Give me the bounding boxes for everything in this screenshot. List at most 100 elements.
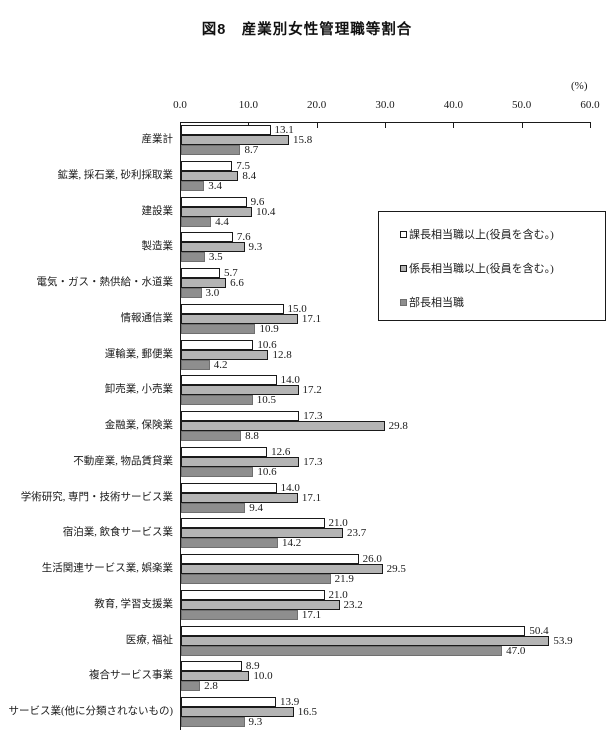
category-label: 産業計 xyxy=(141,134,174,145)
bar-value-label: 17.1 xyxy=(301,491,322,504)
category-label: サービス業(他に分類されないもの) xyxy=(8,706,174,718)
bar-value-label: 17.2 xyxy=(302,384,322,397)
x-tick-label: 40.0 xyxy=(443,99,463,111)
x-tick-label: 60.0 xyxy=(580,99,600,111)
bar-value-label: 10.6 xyxy=(257,465,277,478)
bar-value-label: 14.2 xyxy=(282,537,302,550)
bar-kakarichou: 23.7 xyxy=(181,528,366,539)
bar-kakarichou: 23.2 xyxy=(181,599,363,610)
legend-box: 課長相当職以上(役員を含む。) 係長相当職以上(役員を含む。) 部長相当職 xyxy=(378,211,606,321)
x-tick-mark xyxy=(521,123,523,128)
bar-value-label: 47.0 xyxy=(506,644,526,657)
percent-unit-label: (%) xyxy=(571,80,588,92)
category-label: 医療, 福祉 xyxy=(125,634,173,646)
bar-value-label: 5.7 xyxy=(223,267,238,280)
category-label: 学術研究, 専門・技術サービス業 xyxy=(20,491,173,503)
x-tick-mark xyxy=(453,123,455,128)
bar-group: 7.5 8.4 3.4 xyxy=(181,158,614,197)
bar-value-label: 9.4 xyxy=(249,501,263,514)
bar-group: 9.6 10.4 4.4 xyxy=(181,194,614,233)
category-label: 情報通信業 xyxy=(120,312,174,324)
bar-value-label: 8.7 xyxy=(244,144,259,156)
bar-kachou: 5.7 xyxy=(181,268,238,279)
bar-value-label: 15.8 xyxy=(292,134,313,146)
x-tick-label: 20.0 xyxy=(307,99,327,111)
bar-kachou: 9.6 xyxy=(181,196,264,207)
bar-value-label: 10.4 xyxy=(256,205,276,218)
bar-value-label: 4.4 xyxy=(215,215,229,228)
category-label: 製造業 xyxy=(141,241,174,253)
bar-value-label: 50.4 xyxy=(529,624,549,637)
bar-buchou: 10.5 xyxy=(181,395,276,406)
bar-value-label: 10.5 xyxy=(256,394,276,407)
bar-value-label: 21.9 xyxy=(334,573,354,586)
bar-value-label: 15.0 xyxy=(287,302,307,315)
x-axis-tick-labels: 0.0 10.0 20.0 30.0 40.0 50.0 60.0 xyxy=(173,99,600,113)
x-tick-mark xyxy=(590,123,591,128)
legend-swatch-kakarichou xyxy=(400,264,407,272)
bar-kachou: 14.0 xyxy=(181,482,300,493)
bar-kachou: 10.6 xyxy=(181,339,277,350)
bar-value-label: 10.0 xyxy=(253,670,273,683)
bar-buchou: 10.6 xyxy=(181,466,277,477)
bar-group: 7.6 9.3 3.5 xyxy=(181,229,614,268)
bar-value-label: 7.6 xyxy=(236,231,251,244)
bar-value-label: 3.5 xyxy=(208,251,223,264)
bar-value-label: 9.3 xyxy=(248,716,263,729)
category-label: 運輸業, 郵便業 xyxy=(104,348,173,360)
bar-value-label: 17.3 xyxy=(303,410,323,423)
x-tick-label: 0.0 xyxy=(173,99,187,111)
legend-swatch-buchou xyxy=(400,298,407,306)
bar-kakarichou: 17.3 xyxy=(181,456,322,467)
bar-value-label: 12.8 xyxy=(272,348,292,361)
bar-kakarichou: 6.6 xyxy=(181,278,244,289)
bar-value-label: 12.6 xyxy=(271,445,291,458)
bar-value-label: 8.4 xyxy=(242,169,257,182)
bar-value-label: 4.2 xyxy=(213,358,228,371)
bar-kachou: 50.4 xyxy=(181,625,549,636)
bar-buchou: 10.9 xyxy=(181,323,279,334)
bar-group: 8.9 10.0 2.8 xyxy=(181,658,614,697)
category-labels: 産業計 鉱業, 採石業, 砂利採取業 建設業 製造業 電気・ガス・熱供給・水道業 情報通信… xyxy=(0,122,177,730)
bar-value-label: 10.6 xyxy=(257,338,277,351)
legend-label: 課長相当職以上(役員を含む。) xyxy=(409,229,554,241)
bar-kakarichou: 17.2 xyxy=(181,385,322,396)
x-tick-label: 30.0 xyxy=(375,99,395,111)
bar-kachou: 21.0 xyxy=(181,518,348,529)
bar-kachou: 21.0 xyxy=(181,589,348,600)
bar-value-label: 16.5 xyxy=(297,706,317,719)
bar-value-label: 29.5 xyxy=(386,563,406,576)
bar-value-label: 10.9 xyxy=(259,322,279,335)
bar-value-label: 14.0 xyxy=(280,374,300,387)
bar-value-label: 13.9 xyxy=(279,696,300,709)
bar-value-label: 26.0 xyxy=(362,553,382,566)
bar-value-label: 29.8 xyxy=(388,420,408,433)
category-label: 電気・ガス・熱供給・水道業 xyxy=(36,277,174,289)
bar-group: 50.4 53.9 47.0 xyxy=(181,623,614,662)
bar-group: 13.1 15.8 8.7 xyxy=(181,122,614,161)
bar-value-label: 9.3 xyxy=(248,241,263,254)
bar-value-label: 21.0 xyxy=(328,588,348,601)
bar-kakarichou: 29.8 xyxy=(181,421,408,432)
bar-group: 14.0 17.2 10.5 xyxy=(181,372,614,411)
bar-buchou: 8.8 xyxy=(181,431,259,442)
bar-group: 17.3 29.8 8.8 xyxy=(181,408,614,447)
bar-buchou: 3.5 xyxy=(181,252,223,263)
bar-buchou: 17.1 xyxy=(181,609,321,620)
bar-value-label: 2.8 xyxy=(204,680,218,693)
legend-item-kachou: 課長相当職以上(役員を含む。) xyxy=(400,226,601,242)
category-label: 金融業, 保険業 xyxy=(104,420,173,432)
x-axis-line xyxy=(180,122,591,123)
bar-kachou: 26.0 xyxy=(181,554,382,565)
category-label: 複合サービス事業 xyxy=(89,670,173,682)
bar-group: 21.0 23.7 14.2 xyxy=(181,515,614,554)
category-label: 宿泊業, 飲食サービス業 xyxy=(62,527,173,539)
legend-label: 部長相当職 xyxy=(409,297,464,309)
bar-kachou: 12.6 xyxy=(181,446,290,457)
x-tick-label: 10.0 xyxy=(238,99,258,111)
bar-kakarichou: 8.4 xyxy=(181,170,256,181)
bar-buchou: 4.2 xyxy=(181,359,227,370)
bar-value-label: 17.3 xyxy=(303,455,323,468)
bar-value-label: 21.0 xyxy=(328,517,348,530)
